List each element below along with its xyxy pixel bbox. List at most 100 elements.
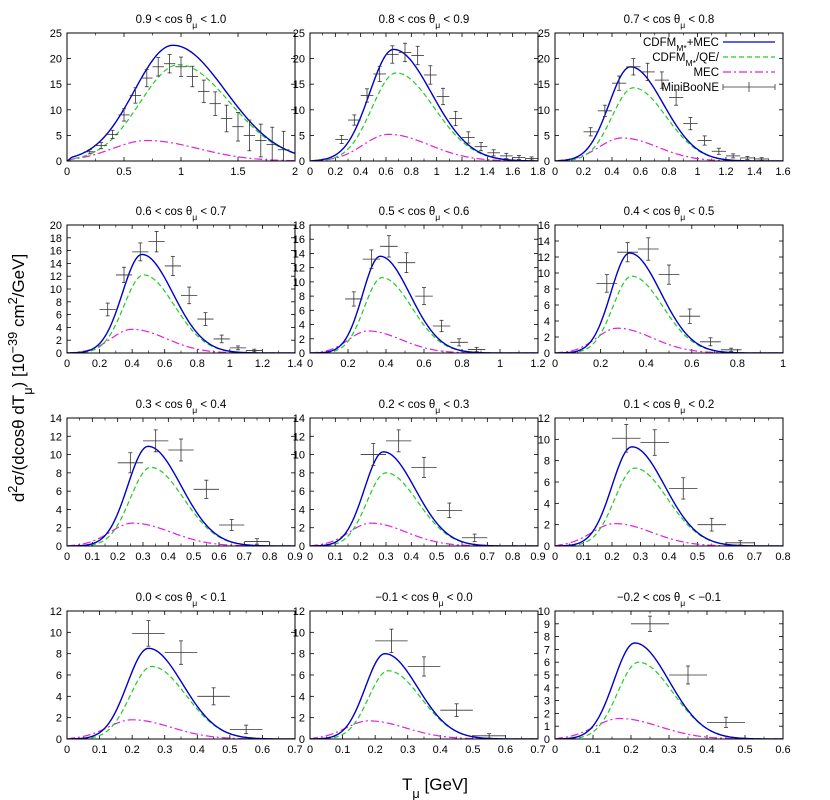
y-tick-label: 12 <box>293 431 305 443</box>
data-point <box>398 42 412 63</box>
data-point <box>141 68 153 88</box>
y-tick-label: 6 <box>299 305 305 317</box>
y-tick-label: 0 <box>56 541 62 553</box>
data-point <box>168 438 194 462</box>
data-point <box>612 423 641 453</box>
y-tick-label: 12 <box>50 431 62 443</box>
data-point <box>181 286 198 305</box>
panel-3: 0.7 < cos θμ < 0.8 0 0.2 0.4 0.6 0.8 1 1.2 1.4 1.… <box>538 14 791 178</box>
x-tick-label: 1.5 <box>230 166 245 178</box>
data-point <box>640 62 655 82</box>
data-point <box>424 65 437 85</box>
x-tick-label: 0.9 <box>287 551 302 563</box>
x-tick-label: 0.3 <box>157 744 172 756</box>
data-point <box>143 429 169 453</box>
data-point <box>229 724 263 735</box>
data-point <box>640 429 669 456</box>
data-point <box>198 79 210 104</box>
data-point <box>197 312 214 326</box>
x-tick-label: 0.6 <box>211 551 226 563</box>
x-tick-label: 0.1 <box>85 551 100 563</box>
y-tick-label: 16 <box>538 220 550 232</box>
panel-11: −0.1 < cos θμ < 0.0 0 0.1 0.2 0.3 0.4 0.5 0.6 0.… <box>293 592 546 756</box>
panel-10: 0.0 < cos θμ < 0.1 0 0.1 0.2 0.3 0.4 0.5 0.6 0.7… <box>50 592 303 756</box>
y-tick-label: 0 <box>544 541 550 553</box>
x-tick-label: 0.2 <box>367 744 382 756</box>
data-point <box>132 620 165 647</box>
total-curve <box>310 48 538 161</box>
x-tick-label: 0.4 <box>404 551 419 563</box>
x-tick-label: 0.6 <box>378 166 393 178</box>
x-tick-label: 0.7 <box>530 744 545 756</box>
x-tick-label: 0.3 <box>661 744 676 756</box>
mec-curve <box>555 327 783 353</box>
legend-entry: CDFMM*+MEC <box>643 37 775 53</box>
x-tick-label: 0.4 <box>190 744 205 756</box>
x-tick-label: 0.9 <box>530 551 545 563</box>
qe-curve <box>555 275 783 353</box>
data-point <box>266 126 278 161</box>
x-tick-label: 1.2 <box>255 358 270 370</box>
y-tick-label: 8 <box>299 649 305 661</box>
x-tick-label: 0 <box>552 744 558 756</box>
data-point <box>360 88 374 103</box>
data-point <box>407 656 441 677</box>
data-point <box>375 628 408 653</box>
data-point <box>669 89 684 106</box>
y-tick-label: 5 <box>56 130 62 142</box>
panel-9: 0.1 < cos θμ < 0.2 0 0.1 0.2 0.3 0.4 0.5 0.6 0.7… <box>538 399 791 563</box>
y-tick-label: 2 <box>56 335 62 347</box>
x-tick-label: 0 <box>552 166 558 178</box>
x-tick-label: 0.1 <box>585 744 600 756</box>
legend-entry: CDFMM*/QE/ <box>652 52 775 68</box>
y-tick-label: 10 <box>50 450 62 462</box>
y-tick-label: 0 <box>544 156 550 168</box>
data-point <box>115 266 133 284</box>
x-tick-label: 1.2 <box>530 358 545 370</box>
qe-curve <box>67 665 295 739</box>
x-tick-label: 0.2 <box>353 551 368 563</box>
data-point <box>209 91 221 116</box>
panel-frame <box>309 610 539 740</box>
x-tick-label: 0.4 <box>433 744 448 756</box>
panel-title: −0.2 < cos θμ < −0.1 <box>617 592 721 608</box>
qe-curve <box>67 466 295 546</box>
x-tick-label: 0.2 <box>623 744 638 756</box>
y-tick-label: 6 <box>56 310 62 322</box>
x-tick-label: 0.3 <box>633 551 648 563</box>
data-point <box>658 264 680 285</box>
panel-7: 0.3 < cos θμ < 0.4 0 0.1 0.2 0.3 0.4 0.5 0.6 0.7… <box>50 399 303 563</box>
x-tick-label: 0.6 <box>416 358 431 370</box>
x-tick-label: 0.3 <box>400 744 415 756</box>
x-tick-label: 0.3 <box>135 551 150 563</box>
y-tick-label: 20 <box>538 54 550 66</box>
data-point <box>95 142 107 150</box>
data-point <box>84 149 96 155</box>
data-point <box>186 65 199 88</box>
x-tick-label: 0.8 <box>404 166 419 178</box>
data-point <box>711 147 726 155</box>
data-point <box>411 45 424 66</box>
y-tick-label: 2 <box>299 334 305 346</box>
y-tick-label: 16 <box>293 234 305 246</box>
y-tick-label: 8 <box>544 632 550 644</box>
y-tick-label: 0 <box>56 348 62 360</box>
data-point <box>132 242 149 262</box>
x-tick-label: 0.6 <box>498 744 513 756</box>
data-point <box>373 65 386 83</box>
data-point <box>255 123 267 158</box>
panel-2: 0.8 < cos θμ < 0.9 0 0.2 0.4 0.6 0.8 1 1.2 1.4 1.… <box>293 14 546 178</box>
x-tick-label: 0.8 <box>190 358 205 370</box>
panel-6: 0.4 < cos θμ < 0.50 0.2 0.4 0.6 0.8 102468101… <box>538 206 786 370</box>
total-curve <box>67 647 295 739</box>
y-tick-label: 8 <box>299 291 305 303</box>
y-tick-label: 2 <box>299 523 305 535</box>
y-tick-label: 7 <box>544 644 550 656</box>
data-point <box>462 131 475 144</box>
x-tick-label: 0 <box>552 358 558 370</box>
data-point <box>754 157 769 161</box>
y-tick-label: 2 <box>544 332 550 344</box>
x-tick-label: 0.7 <box>480 551 495 563</box>
data-point <box>654 71 669 89</box>
x-tick-label: 1.4 <box>287 358 302 370</box>
